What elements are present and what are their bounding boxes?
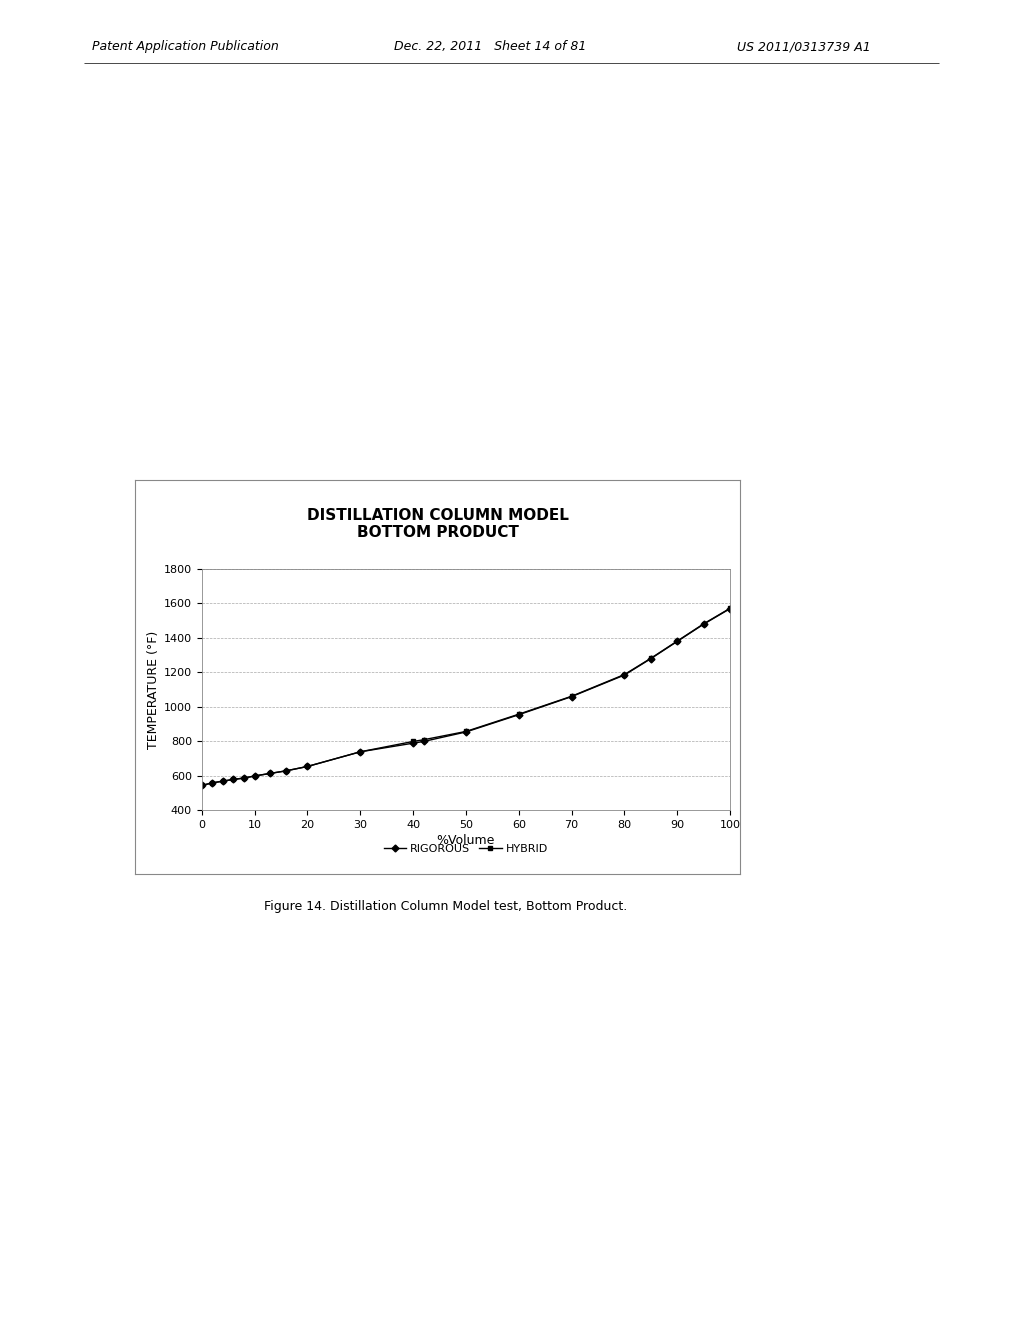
RIGOROUS: [249, 768, 261, 784]
RIGOROUS: [301, 759, 313, 775]
RIGOROUS: [671, 634, 683, 649]
HYBRID: [281, 763, 293, 779]
Y-axis label: TEMPERATURE (°F): TEMPERATURE (°F): [146, 631, 160, 748]
HYBRID: [618, 667, 631, 682]
RIGOROUS: [281, 763, 293, 779]
HYBRID: [301, 759, 313, 775]
RIGOROUS: [206, 775, 218, 791]
RIGOROUS: [264, 766, 276, 781]
RIGOROUS: [354, 744, 367, 760]
HYBRID: [196, 777, 208, 793]
Text: US 2011/0313739 A1: US 2011/0313739 A1: [737, 40, 871, 53]
HYBRID: [565, 688, 578, 704]
HYBRID: [697, 616, 710, 632]
Legend: RIGOROUS, HYBRID: RIGOROUS, HYBRID: [379, 840, 553, 858]
RIGOROUS: [418, 734, 430, 750]
HYBRID: [264, 766, 276, 781]
RIGOROUS: [238, 770, 250, 785]
HYBRID: [460, 723, 472, 739]
RIGOROUS: [513, 706, 525, 722]
X-axis label: %Volume: %Volume: [436, 834, 496, 847]
HYBRID: [217, 774, 229, 789]
RIGOROUS: [227, 771, 240, 787]
RIGOROUS: [217, 774, 229, 789]
HYBRID: [227, 771, 240, 787]
RIGOROUS: [196, 777, 208, 793]
HYBRID: [671, 634, 683, 649]
RIGOROUS: [407, 735, 419, 751]
HYBRID: [249, 768, 261, 784]
Text: Patent Application Publication: Patent Application Publication: [92, 40, 279, 53]
HYBRID: [724, 601, 736, 616]
RIGOROUS: [565, 689, 578, 705]
Text: DISTILLATION COLUMN MODEL
BOTTOM PRODUCT: DISTILLATION COLUMN MODEL BOTTOM PRODUCT: [307, 508, 568, 540]
Text: Figure 14. Distillation Column Model test, Bottom Product.: Figure 14. Distillation Column Model tes…: [264, 900, 627, 913]
RIGOROUS: [697, 616, 710, 632]
RIGOROUS: [645, 651, 657, 667]
Text: Dec. 22, 2011   Sheet 14 of 81: Dec. 22, 2011 Sheet 14 of 81: [394, 40, 587, 53]
HYBRID: [407, 734, 419, 750]
HYBRID: [418, 731, 430, 747]
RIGOROUS: [618, 667, 631, 682]
HYBRID: [206, 775, 218, 791]
Line: RIGOROUS: RIGOROUS: [200, 606, 732, 788]
HYBRID: [238, 770, 250, 785]
RIGOROUS: [724, 601, 736, 616]
Line: HYBRID: HYBRID: [200, 606, 732, 788]
RIGOROUS: [460, 725, 472, 741]
HYBRID: [513, 706, 525, 722]
HYBRID: [645, 651, 657, 667]
HYBRID: [354, 744, 367, 760]
